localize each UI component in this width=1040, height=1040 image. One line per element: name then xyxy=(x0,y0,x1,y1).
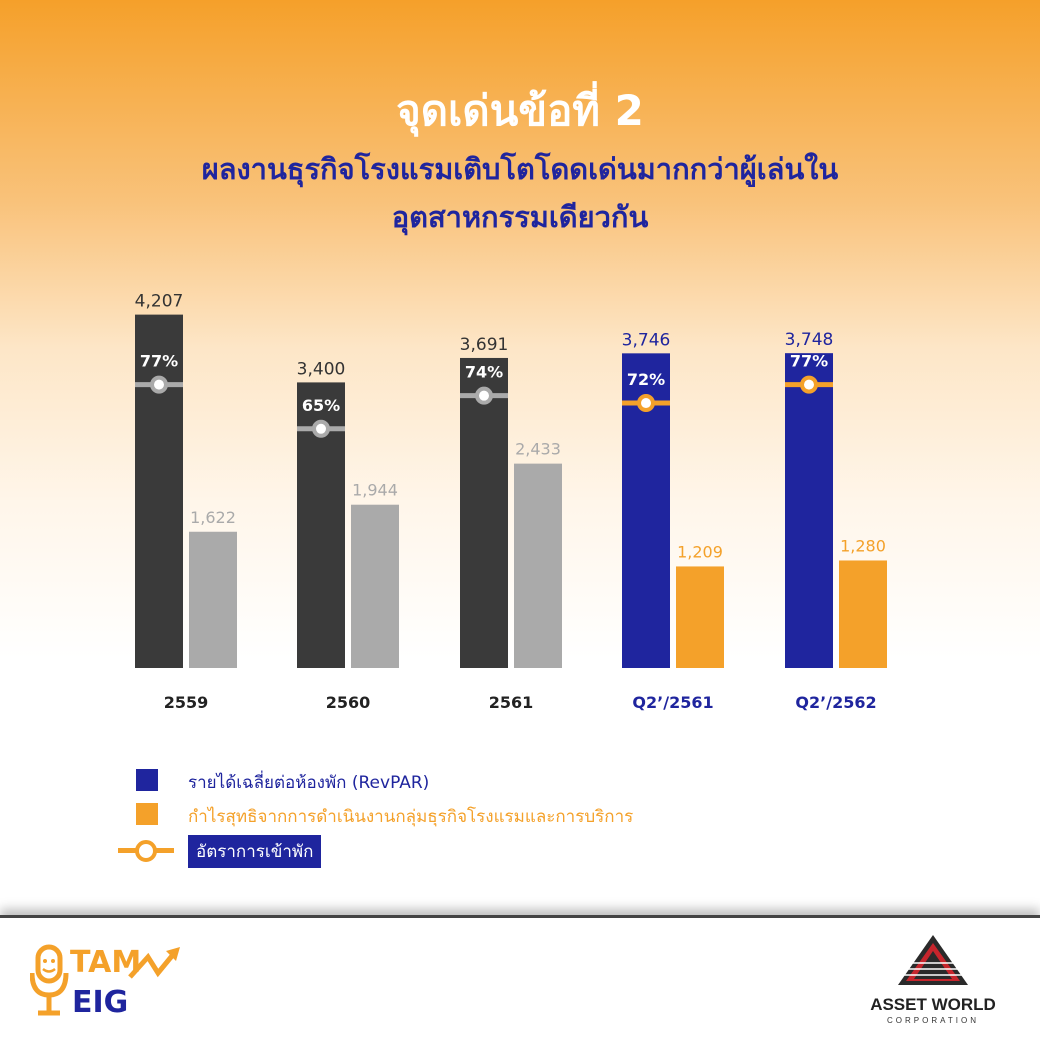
microphone-icon xyxy=(30,944,180,1016)
x-tick-label: Q2’/2562 xyxy=(795,693,876,712)
data-label-occupancy: 74% xyxy=(465,363,503,382)
x-tick-label: 2560 xyxy=(326,693,371,712)
bar-revpar xyxy=(135,314,183,668)
page-subtitle: ผลงานธุรกิจโรงแรมเติบโตโดดเด่นมากกว่าผู้… xyxy=(0,145,1040,241)
logo-text-tam: TAM xyxy=(70,945,142,980)
footer-divider xyxy=(0,915,1040,918)
bar-chart: 4,207 1,622 77% 2559 3,400 1,944 65% 2560 3,691 2… xyxy=(135,292,887,712)
legend-swatch-revpar xyxy=(136,769,158,791)
occupancy-marker xyxy=(637,394,655,413)
x-tick-label: 2559 xyxy=(164,693,209,712)
data-label-revpar: 3,400 xyxy=(297,359,346,379)
data-label-occupancy: 72% xyxy=(627,370,665,389)
asset-world-logo: ASSET WORLD CORPORATION xyxy=(858,933,1018,1033)
bar-profit xyxy=(351,504,399,668)
building-icon xyxy=(898,935,968,985)
data-label-profit: 1,944 xyxy=(352,481,398,500)
data-label-profit: 1,280 xyxy=(840,536,886,555)
data-label-occupancy: 77% xyxy=(140,352,178,371)
x-tick-label: 2561 xyxy=(489,693,534,712)
data-label-revpar: 4,207 xyxy=(135,292,184,312)
data-label-profit: 2,433 xyxy=(515,440,561,459)
bar-profit xyxy=(514,463,562,668)
data-label-revpar: 3,746 xyxy=(622,330,671,350)
bar-profit xyxy=(676,566,724,668)
bar-profit xyxy=(189,531,237,668)
page-title: จุดเด่นข้อที่ 2 xyxy=(396,86,644,135)
logo-text-asset-world: ASSET WORLD xyxy=(870,995,996,1014)
data-label-occupancy: 65% xyxy=(302,396,340,415)
data-label-revpar: 3,748 xyxy=(785,330,834,350)
occupancy-marker xyxy=(475,386,493,405)
legend-swatch-profit xyxy=(136,803,158,825)
bar-profit xyxy=(839,560,887,668)
data-label-profit: 1,622 xyxy=(190,508,236,527)
bar-revpar xyxy=(785,353,833,668)
legend-marker-occupancy xyxy=(135,840,157,862)
footer: TAM EIG ASSET WORLD CORPORATION xyxy=(0,915,1040,1040)
legend-label-occupancy: อัตราการเข้าพัก xyxy=(188,835,322,868)
subtitle-line-2: อุตสาหกรรมเดียวกัน xyxy=(391,200,649,234)
data-label-occupancy: 77% xyxy=(790,352,828,371)
data-label-revpar: 3,691 xyxy=(460,335,509,355)
x-tick-label: Q2’/2561 xyxy=(632,693,713,712)
logo-text-corporation: CORPORATION xyxy=(887,1016,979,1025)
occupancy-marker xyxy=(312,419,330,438)
legend-label-revpar: รายได้เฉลี่ยต่อห้องพัก (RevPAR) xyxy=(188,773,430,793)
data-label-profit: 1,209 xyxy=(677,542,723,561)
bar-revpar xyxy=(460,357,508,668)
occupancy-marker xyxy=(800,375,818,394)
legend-label-profit: กำไรสุทธิจากการดำเนินงานกลุ่มธุรกิจโรงแร… xyxy=(188,807,634,827)
logo-text-eig: EIG xyxy=(72,985,129,1020)
occupancy-marker xyxy=(150,375,168,394)
subtitle-line-1: ผลงานธุรกิจโรงแรมเติบโตโดดเด่นมากกว่าผู้… xyxy=(201,152,839,186)
tam-eig-logo: TAM EIG xyxy=(30,943,200,1028)
